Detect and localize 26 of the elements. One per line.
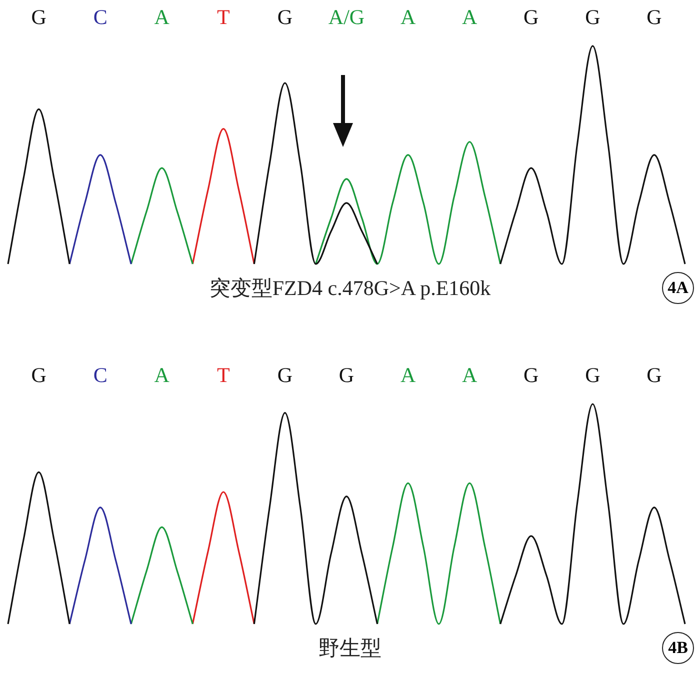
x-tick-label: G [31, 5, 46, 30]
x-tick-label: T [216, 5, 230, 30]
x-tick-label: C [93, 363, 108, 388]
x-tick-label: A [154, 5, 170, 30]
x-tick-label: G [277, 363, 293, 388]
text: 4A [662, 272, 694, 304]
text: 突变型FZD4 c.478G>A p.E160k [209, 276, 491, 300]
text: 野生型 [318, 636, 382, 660]
x-tick-label: C [93, 5, 108, 30]
x-tick-label: G [524, 5, 539, 30]
x-tick-label: G [585, 5, 600, 30]
x-tick-label: A [462, 363, 478, 388]
x-tick-label: G [524, 363, 539, 388]
text: 4B [662, 632, 694, 664]
x-tick-label: G [646, 5, 662, 30]
x-tick-label: G [277, 5, 293, 30]
x-tick-label: G [338, 363, 354, 388]
x-tick-label: A [400, 5, 416, 30]
x-tick-label: A [154, 363, 170, 388]
x-tick-label: A/G [328, 5, 365, 30]
x-tick-label: A [400, 363, 416, 388]
x-tick-label: G [646, 363, 662, 388]
x-tick-label: G [31, 363, 46, 388]
x-tick-label: A [462, 5, 478, 30]
x-tick-label: T [216, 363, 230, 388]
x-tick-label: G [585, 363, 600, 388]
